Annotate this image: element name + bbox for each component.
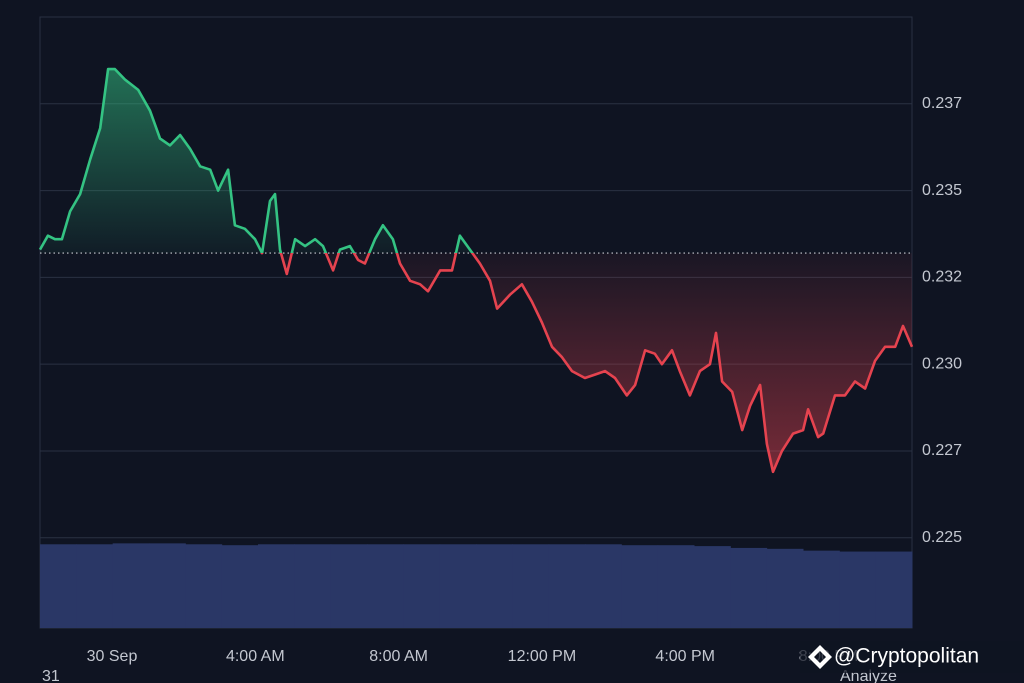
volume-bar [803, 550, 840, 628]
volume-bar [476, 544, 513, 628]
volume-bar [512, 544, 550, 628]
y-tick-label: 0.225 [922, 529, 962, 546]
y-tick-label: 0.232 [922, 269, 962, 286]
x-tick-label: 4:00 AM [226, 648, 285, 665]
y-tick-label: 0.235 [922, 182, 962, 199]
volume-bar [730, 547, 768, 628]
volume-bar [221, 545, 259, 628]
area-fill [40, 69, 912, 472]
volume-bar [839, 551, 877, 628]
volume-bar [330, 544, 368, 628]
y-tick-label: 0.237 [922, 95, 962, 112]
cropped-label: 31 [42, 668, 60, 683]
volume-bar [112, 543, 150, 628]
x-tick-label: 12:00 PM [508, 648, 576, 665]
volume-bar [585, 544, 622, 628]
volume-bar [294, 544, 332, 628]
y-tick-label: 0.230 [922, 355, 962, 372]
watermark: @Cryptopolitan [800, 641, 1024, 673]
volume-bar [621, 545, 659, 628]
watermark-bg [800, 641, 1024, 673]
volume-bar [657, 545, 695, 628]
volume-bar [258, 544, 295, 628]
x-tick-label: 30 Sep [87, 648, 138, 665]
volume-bar [766, 548, 804, 628]
y-tick-label: 0.227 [922, 442, 962, 459]
price-line [38, 67, 914, 474]
volume-bar [439, 544, 477, 628]
volume-bar [403, 544, 441, 628]
volume-bar [40, 544, 77, 628]
volume-bar [76, 544, 114, 628]
watermark-text: @Cryptopolitan [834, 645, 979, 668]
volume-bar [149, 543, 186, 628]
volume-bar [875, 551, 913, 628]
x-tick-label: 8:00 AM [369, 648, 428, 665]
volume-bar [548, 544, 586, 628]
volume-bar [367, 544, 404, 628]
watermark-logo [808, 645, 832, 669]
x-tick-label: 4:00 PM [655, 648, 715, 665]
volume-bar [694, 546, 731, 628]
volume-bar [185, 544, 223, 628]
